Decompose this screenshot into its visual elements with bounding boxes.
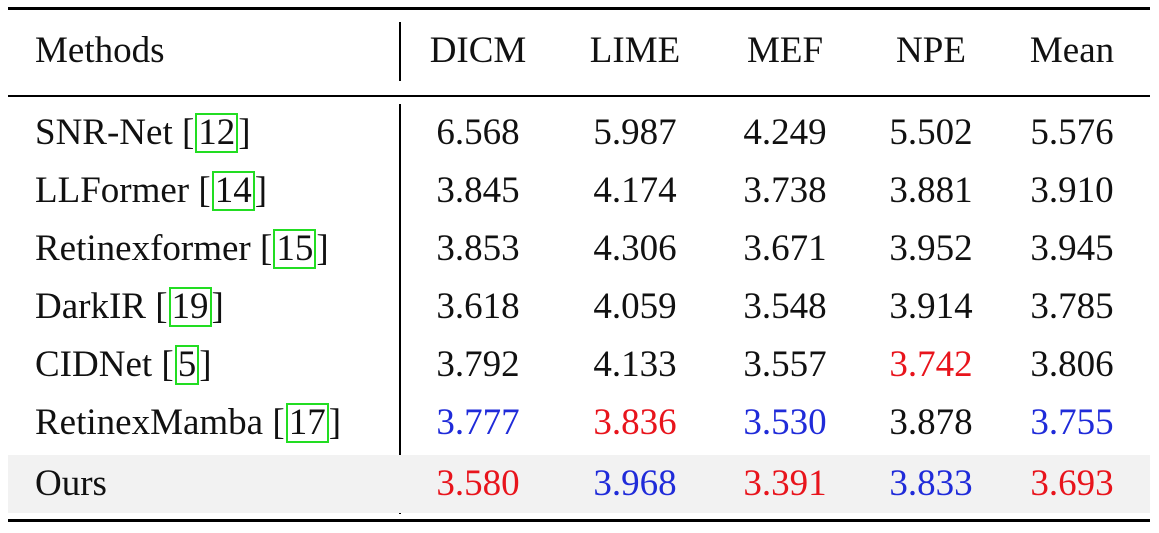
value-cell: 4.249 (743, 112, 827, 153)
citation-close: ] (316, 228, 329, 269)
header-mean: Mean (1029, 30, 1115, 71)
value-cell: 3.785 (1030, 286, 1114, 327)
method-name: LLFormer [14] (35, 162, 267, 220)
citation-close: ] (211, 286, 224, 327)
method-label: LLFormer [ (35, 170, 211, 211)
method-label: DarkIR [ (35, 286, 168, 327)
value-cell: 3.693 (1030, 463, 1114, 504)
value-cell: 3.548 (743, 286, 827, 327)
value-cell: 3.910 (1030, 170, 1114, 211)
value-cell: 5.502 (889, 112, 973, 153)
value-cell: 5.576 (1030, 112, 1114, 153)
value-cell: 3.845 (436, 170, 520, 211)
value-cell: 3.945 (1030, 228, 1114, 269)
top-rule (8, 7, 1150, 10)
citation-link[interactable]: 5 (174, 345, 200, 385)
citation-close: ] (238, 112, 251, 153)
value-cell: 6.568 (436, 112, 520, 153)
value-cell: 3.777 (436, 402, 520, 443)
citation-link[interactable]: 14 (211, 171, 255, 211)
header-divider (399, 22, 401, 81)
value-cell: 4.133 (593, 344, 677, 385)
table-row: RetinexMamba [17] 3.777 3.836 3.530 3.878 3.7… (8, 394, 1150, 452)
method-name: CIDNet [5] (35, 336, 212, 394)
citation-close: ] (328, 402, 342, 443)
method-label: RetinexMamba [ (35, 402, 285, 443)
value-cell: 3.557 (743, 344, 827, 385)
table-row: Ours 3.580 3.968 3.391 3.833 3.693 (8, 455, 1150, 513)
value-cell: 3.806 (1030, 344, 1114, 385)
value-cell: 3.836 (593, 402, 677, 443)
table-row: LLFormer [14] 3.845 4.174 3.738 3.881 3.910 (8, 162, 1150, 220)
table-row: SNR-Net [12] 6.568 5.987 4.249 5.502 5.576 (8, 104, 1150, 162)
value-cell: 3.618 (436, 286, 520, 327)
table-row: DarkIR [19] 3.618 4.059 3.548 3.914 3.785 (8, 278, 1150, 336)
citation-link[interactable]: 19 (168, 287, 212, 327)
citation-link[interactable]: 17 (285, 403, 329, 443)
value-cell: 3.914 (889, 286, 973, 327)
value-cell: 4.306 (593, 228, 677, 269)
header-lime: LIME (589, 30, 681, 71)
method-label: SNR-Net [ (35, 112, 195, 153)
header-dicm: DICM (429, 30, 527, 71)
value-cell: 3.952 (889, 228, 973, 269)
header-row: Methods DICM LIME MEF NPE Mean (8, 22, 1150, 80)
body-divider (399, 104, 401, 514)
method-name: Retinexformer [15] (35, 220, 329, 278)
method-name: DarkIR [19] (35, 278, 224, 336)
value-cell: 3.755 (1030, 402, 1114, 443)
citation-link[interactable]: 12 (195, 113, 239, 153)
method-name: RetinexMamba [17] (35, 394, 341, 452)
value-cell: 3.738 (743, 170, 827, 211)
bottom-rule (8, 519, 1150, 522)
value-cell: 3.742 (889, 344, 973, 385)
method-name: SNR-Net [12] (35, 104, 251, 162)
header-mef: MEF (746, 30, 824, 71)
header-rule (8, 95, 1150, 97)
method-label: Ours (35, 463, 107, 504)
value-cell: 3.853 (436, 228, 520, 269)
citation-close: ] (254, 170, 268, 211)
header-npe: NPE (896, 30, 966, 71)
method-label: Retinexformer [ (35, 228, 273, 269)
value-cell: 3.881 (889, 170, 973, 211)
value-cell: 3.671 (743, 228, 827, 269)
value-cell: 5.987 (593, 112, 677, 153)
citation-link[interactable]: 15 (273, 229, 317, 269)
header-methods: Methods (35, 30, 165, 71)
value-cell: 3.391 (743, 463, 827, 504)
value-cell: 3.580 (436, 463, 520, 504)
value-cell: 4.059 (593, 286, 677, 327)
value-cell: 3.833 (889, 463, 973, 504)
value-cell: 3.792 (436, 344, 520, 385)
value-cell: 3.878 (889, 402, 973, 443)
citation-close: ] (199, 344, 212, 385)
value-cell: 3.968 (593, 463, 677, 504)
method-name: Ours (35, 455, 107, 513)
value-cell: 4.174 (593, 170, 677, 211)
value-cell: 3.530 (743, 402, 827, 443)
table-row: CIDNet [5] 3.792 4.133 3.557 3.742 3.806 (8, 336, 1150, 394)
method-label: CIDNet [ (35, 344, 174, 385)
table-row: Retinexformer [15] 3.853 4.306 3.671 3.952 3.… (8, 220, 1150, 278)
